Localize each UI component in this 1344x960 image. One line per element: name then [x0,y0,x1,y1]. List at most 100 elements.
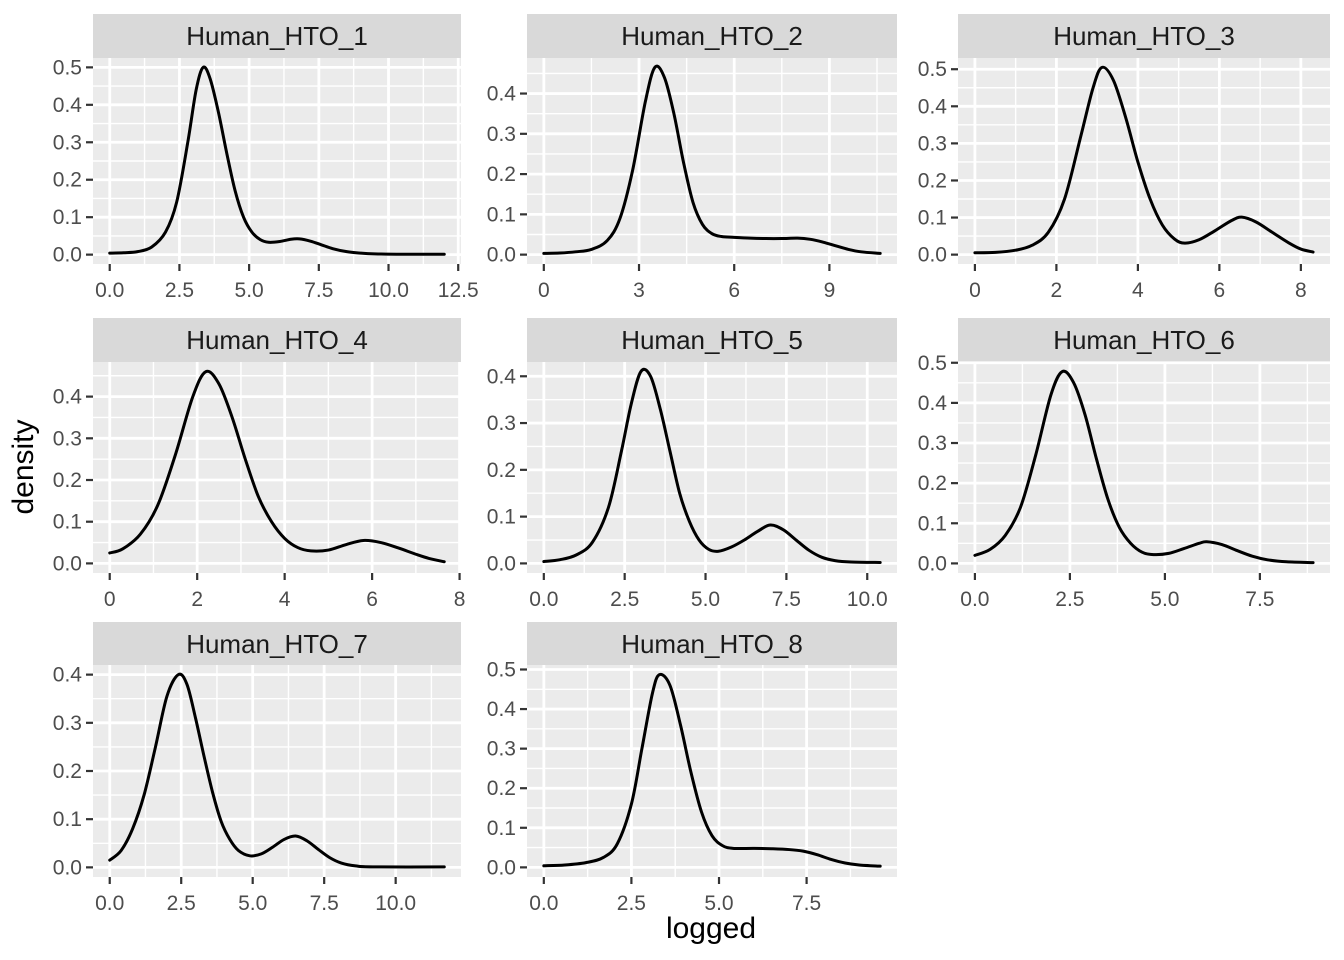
x-axis-tick-label: 0 [538,279,550,302]
facet-strip-label: Human_HTO_1 [186,21,368,51]
y-axis-tick-label: 0.4 [487,83,517,106]
x-axis-tick-label: 0.0 [95,892,124,915]
y-axis-tick-label: 0.1 [487,203,516,226]
x-axis-tick-label: 6 [728,279,740,302]
x-axis-tick-label: 4 [279,588,291,611]
x-axis-tick-label: 0 [969,279,981,302]
x-axis-tick-label: 2.5 [617,892,646,915]
y-axis-tick-label: 0.0 [487,552,516,575]
x-axis-tick-label: 2.5 [1055,588,1084,611]
facet-strip [93,622,461,665]
x-axis-tick-label: 5.0 [691,588,720,611]
facet-strip-label: Human_HTO_3 [1053,21,1235,51]
y-axis-tick-label: 0.4 [487,365,517,388]
y-axis-tick-label: 0.2 [487,163,516,186]
density-curve [973,65,1315,255]
y-axis-tick-label: 0.2 [918,169,947,192]
y-axis-tick-label: 0.0 [53,856,82,879]
y-axis-tick-label: 0.2 [53,169,82,192]
x-axis-tick-label: 8 [1295,279,1307,302]
y-axis-tick-label: 0.3 [487,123,516,146]
y-axis-tick-label: 0.5 [918,352,947,375]
y-axis-tick-label: 0.1 [487,817,516,840]
x-axis-tick-label: 2 [191,588,203,611]
y-axis-tick-label: 0.1 [53,808,82,831]
facet-strip-label: Human_HTO_4 [186,325,368,355]
y-axis-tick-label: 0.3 [53,427,82,450]
y-axis-tick-label: 0.0 [53,552,82,575]
density-curve [108,369,446,564]
panel-background [958,362,1330,573]
facet-strip-label: Human_HTO_2 [621,21,803,51]
y-axis-tick-label: 0.3 [918,132,947,155]
facet-strip-label: Human_HTO_8 [621,629,803,659]
y-axis-tick-label: 0.4 [53,664,83,687]
x-axis-tick-label: 12.5 [438,279,479,302]
x-axis-tick-label: 7.5 [310,892,339,915]
x-axis-tick-label: 7.5 [792,892,821,915]
y-axis-tick-label: 0.0 [918,552,947,575]
y-axis-tick-label: 0.4 [918,392,948,415]
x-axis-tick-label: 0 [104,588,116,611]
density-curve [108,672,446,869]
x-axis-tick-label: 0.0 [529,892,558,915]
facet-Human_HTO_8: Human_HTO_8 0.0 2.5 5.0 7.5 0.0 0.1 0.2 0.3 0.4 0.… [487,622,897,915]
x-axis-tick-label: 5.0 [238,892,267,915]
y-axis-tick-label: 0.3 [53,712,82,735]
y-axis-tick-label: 0.2 [53,469,82,492]
y-axis-title: density [7,419,40,515]
x-axis-tick-label: 0.0 [529,588,558,611]
y-axis-tick-label: 0.0 [487,244,516,267]
y-axis-tick-label: 0.5 [918,58,947,81]
x-axis-tick-label: 7.5 [304,279,333,302]
y-axis-tick-label: 0.1 [53,206,82,229]
y-axis-tick-label: 0.2 [918,472,947,495]
y-axis-tick-label: 0.3 [53,131,82,154]
facet-strip [958,318,1330,362]
x-axis-tick-label: 7.5 [1245,588,1274,611]
y-axis-tick-label: 0.2 [487,777,516,800]
facet-strip [527,622,897,665]
density-curve [973,369,1315,565]
y-axis-tick-label: 0.4 [487,698,517,721]
x-axis-tick-label: 3 [633,279,645,302]
density-curve [542,64,882,255]
facet-Human_HTO_1: Human_HTO_1 0.0 2.5 5.0 7.5 10.0 12.5 0.0 0.1 0.2… [53,14,479,302]
y-axis-tick-label: 0.4 [53,386,83,409]
density-curve [108,65,446,256]
x-axis-tick-label: 5.0 [704,892,733,915]
y-axis-tick-label: 0.0 [53,244,82,267]
x-axis-tick-label: 9 [824,279,836,302]
y-axis-tick-label: 0.5 [487,658,516,681]
y-axis-tick-label: 0.1 [918,207,947,230]
x-axis-tick-label: 7.5 [772,588,801,611]
x-axis-tick-label: 2.5 [610,588,639,611]
x-axis-tick-label: 10.0 [368,279,409,302]
x-axis-tick-label: 0.0 [960,588,989,611]
x-axis-tick-label: 2 [1051,279,1063,302]
x-axis-tick-label: 2.5 [167,892,196,915]
y-axis-tick-label: 0.4 [918,95,948,118]
density-curve [542,672,882,868]
y-axis-tick-label: 0.3 [487,412,516,435]
facet-Human_HTO_5: Human_HTO_5 0.0 2.5 5.0 7.5 10.0 0.0 0.1 0.2 0.3 0… [487,318,897,611]
facet-Human_HTO_6: Human_HTO_6 0.0 2.5 5.0 7.5 0.0 0.1 0.2 0.3 0.4 0.… [918,318,1330,611]
y-axis-tick-label: 0.5 [53,56,82,79]
y-axis-tick-label: 0.4 [53,94,83,117]
panel-background [527,665,897,877]
facet-strip [93,318,461,362]
x-axis-tick-label: 6 [1214,279,1226,302]
density-curve [542,367,882,564]
y-axis-tick-label: 0.1 [53,511,82,534]
facet-Human_HTO_4: Human_HTO_4 0 2 4 6 8 0.0 0.1 0.2 0.3 0.4 [53,318,465,611]
x-axis-tick-label: 5.0 [235,279,264,302]
x-axis-tick-label: 10.0 [847,588,888,611]
facet-strip-label: Human_HTO_7 [186,629,368,659]
y-axis-tick-label: 0.1 [918,512,947,535]
x-axis-tick-label: 0.0 [95,279,124,302]
facet-strip-label: Human_HTO_5 [621,325,803,355]
facet-strip [527,318,897,362]
facet-Human_HTO_3: Human_HTO_3 0 2 4 6 8 0.0 0.1 0.2 0.3 0.4 0.5 [918,14,1330,302]
